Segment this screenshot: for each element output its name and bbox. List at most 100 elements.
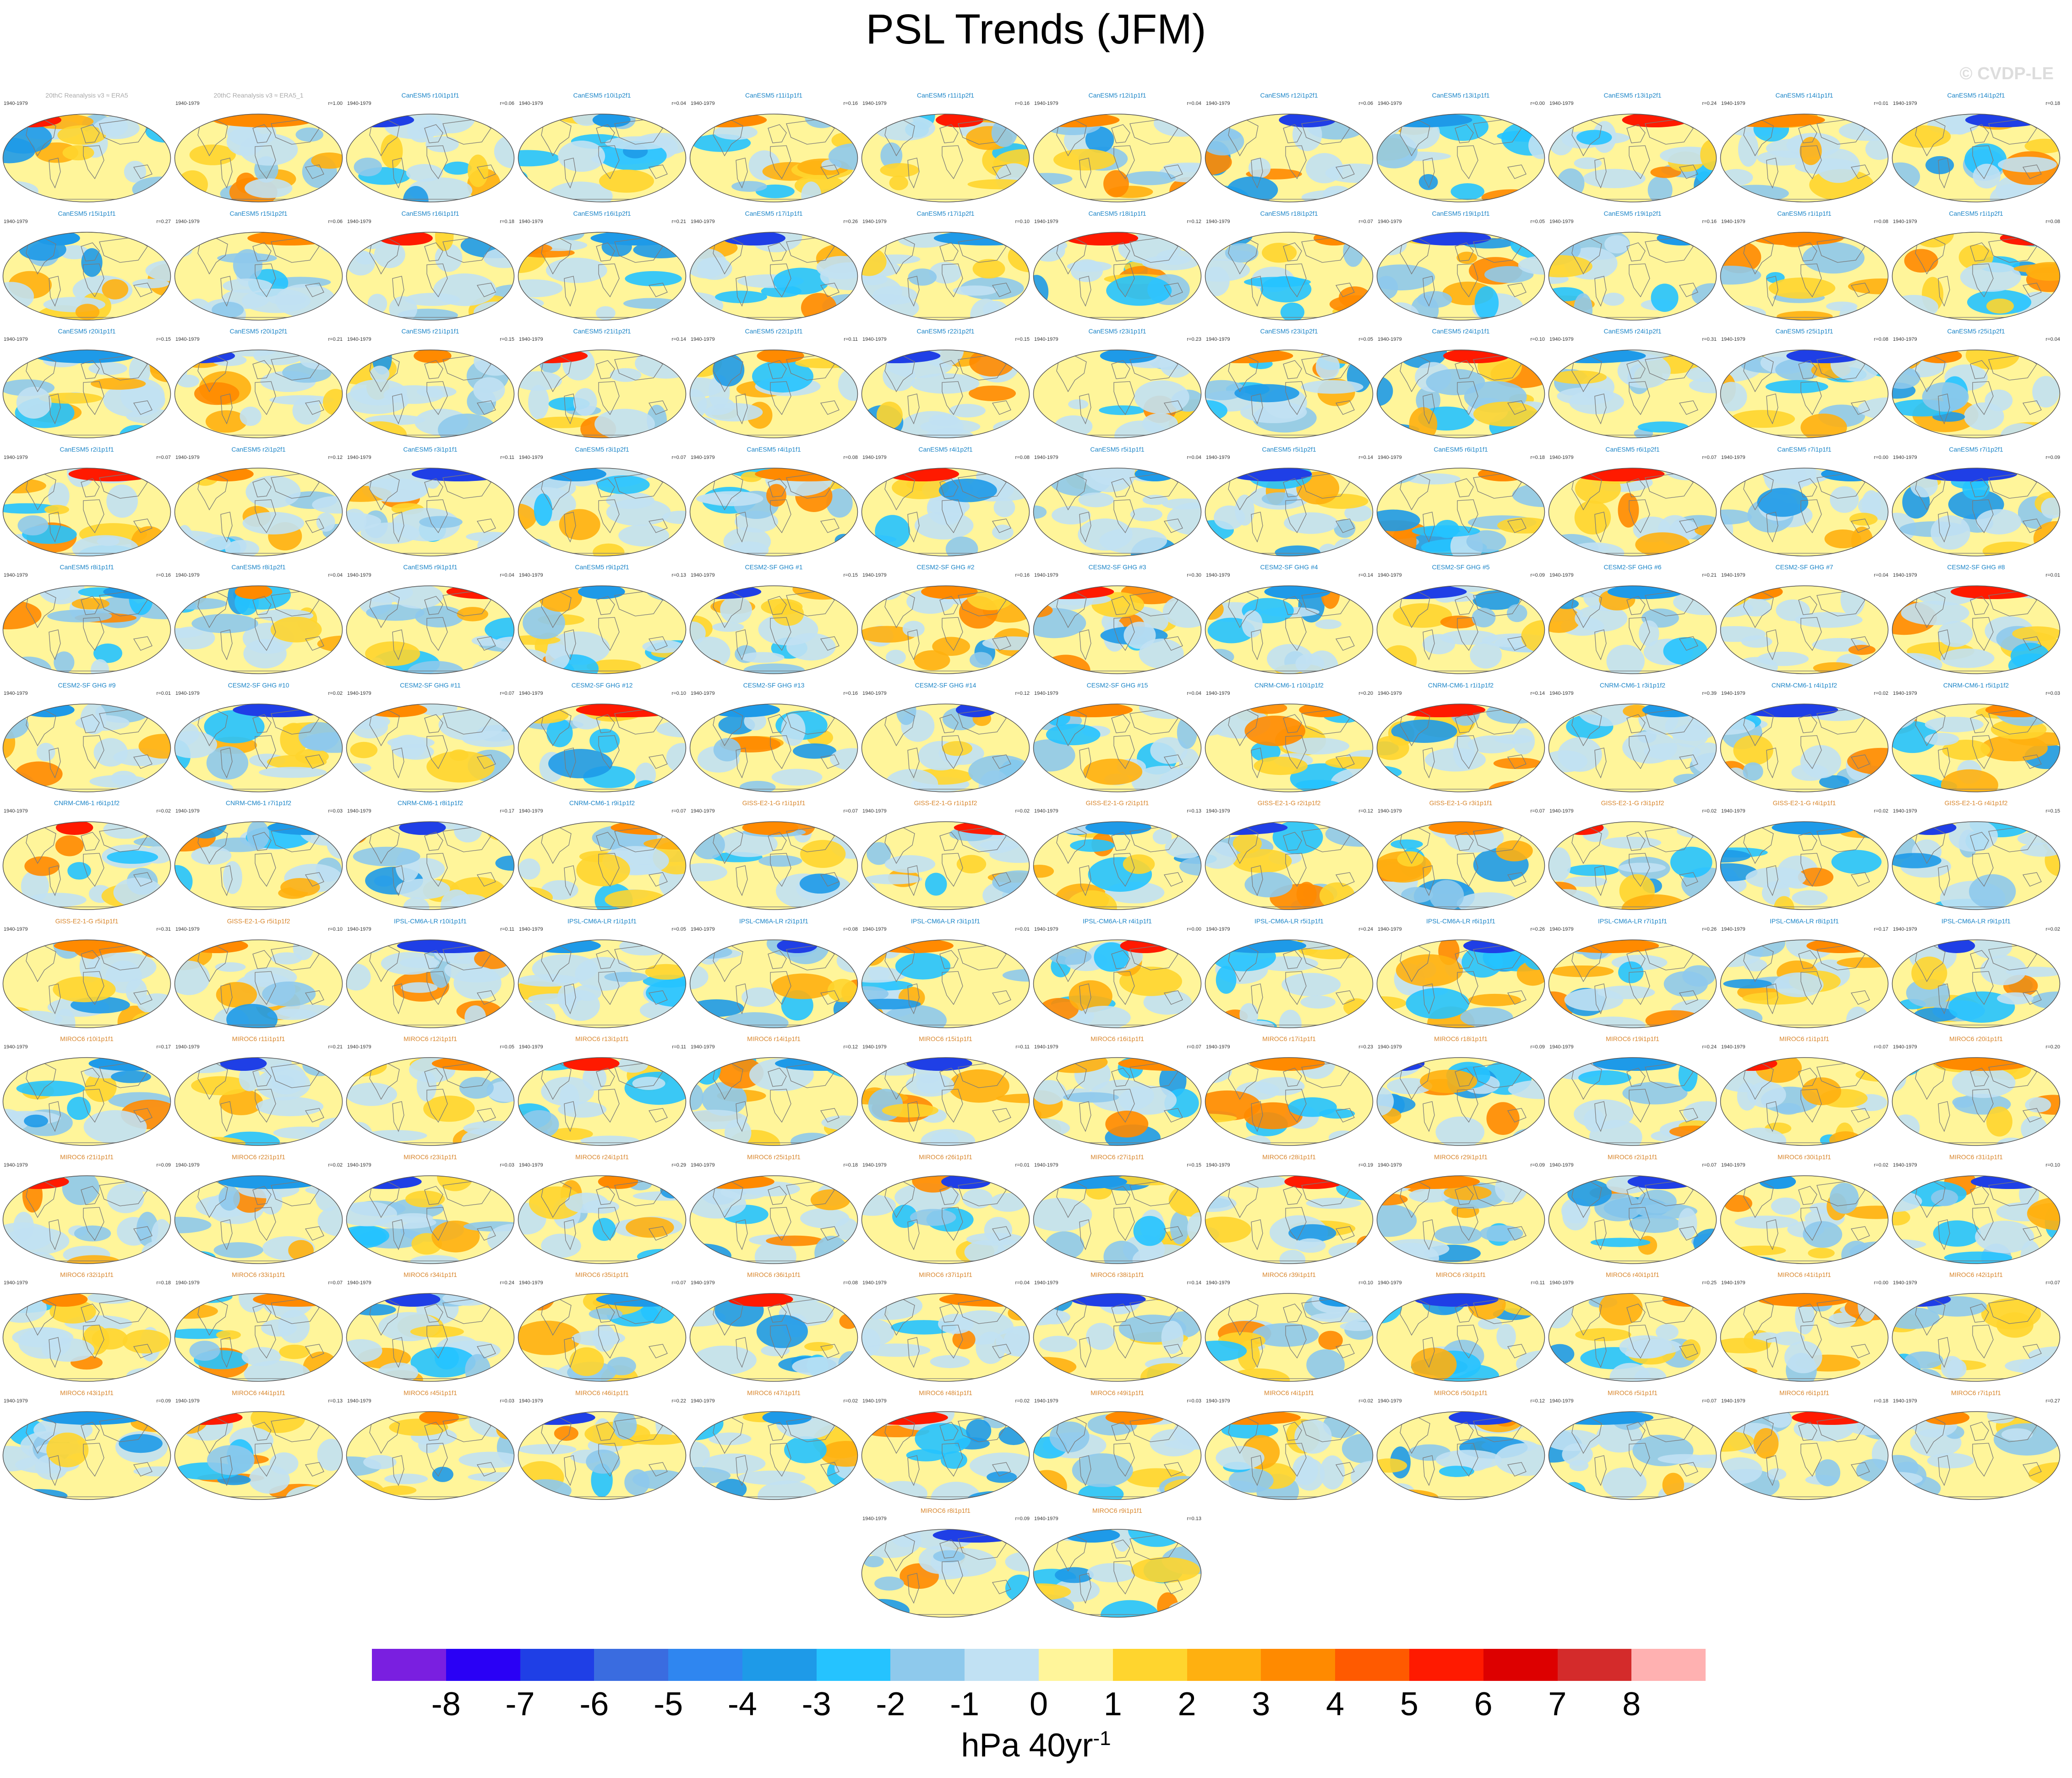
anomaly-contour	[251, 1411, 305, 1433]
anomaly-contour	[1033, 505, 1047, 519]
panel-pattern-correlation: r=0.39	[1702, 690, 1717, 696]
map-panel: CanESM5 r15i1p1f1 1940-1979 r=0.27	[1, 210, 173, 324]
panel-title: MIROC6 r38i1p1f1	[1091, 1271, 1144, 1278]
anomaly-contour	[896, 704, 916, 725]
polar-anomaly	[1739, 586, 1783, 599]
anomaly-contour	[589, 1308, 623, 1320]
panel-title: CanESM5 r9i1p1f1	[403, 563, 458, 571]
anomaly-contour	[269, 1452, 299, 1475]
polar-anomaly	[1724, 1058, 1778, 1071]
anomaly-contour	[1018, 1059, 1030, 1081]
continent-outline	[1457, 971, 1478, 1005]
panel-pattern-correlation: r=0.10	[1015, 218, 1030, 224]
panel-title: GISS-E2-1-G r1i1p1f1	[742, 799, 806, 807]
continent-outline	[255, 853, 276, 887]
panel-title: CanESM5 r13i1p1f1	[1432, 92, 1490, 99]
continent-outline	[1457, 853, 1478, 887]
panel-pattern-correlation: r=0.05	[500, 1044, 515, 1050]
anomaly-contour	[1310, 1312, 1372, 1323]
map-svg	[518, 1293, 687, 1382]
continent-outline	[133, 1226, 153, 1241]
anomaly-contour	[1734, 657, 1778, 674]
continent-outline	[197, 709, 228, 746]
continent-outline	[305, 164, 324, 179]
continent-outline	[1283, 242, 1302, 262]
anomaly-contour	[310, 548, 333, 556]
map-panel: CESM2-SF GHG #5 1940-1979 r=0.09	[1375, 563, 1547, 678]
map-panel: MIROC6 r28i1p1f1 1940-1979 r=0.19	[1203, 1153, 1375, 1268]
anomaly-contour	[183, 944, 203, 954]
panel-title: IPSL-CM6A-LR r7i1p1f1	[1598, 917, 1667, 925]
panel-title: MIROC6 r50i1p1f1	[1434, 1389, 1488, 1396]
continent-outline	[736, 1455, 748, 1486]
panel-title: CanESM5 r11i1p2f1	[916, 92, 975, 99]
map-svg	[1720, 1293, 1889, 1382]
panel-pattern-correlation: r=0.14	[1358, 573, 1374, 578]
anomaly-contour	[346, 780, 370, 792]
continent-outline	[1251, 983, 1263, 1014]
map-svg	[174, 1057, 343, 1146]
map-panel: IPSL-CM6A-LR r2i1p1f1 1940-1979 r=0.08	[688, 917, 860, 1032]
panel-period: 1940-1979	[1721, 454, 1745, 460]
anomaly-contour	[545, 644, 570, 670]
anomaly-contour	[743, 663, 805, 674]
continent-outline	[1079, 1573, 1091, 1604]
panel-title: CESM2-SF GHG #14	[915, 681, 976, 689]
map-panel: GISS-E2-1-G r3i1p1f1 1940-1979 r=0.07	[1375, 799, 1547, 914]
continent-outline	[648, 1108, 668, 1123]
map-panel: MIROC6 r32i1p1f1 1940-1979 r=0.18	[1, 1271, 173, 1385]
anomaly-contour	[838, 367, 858, 401]
polar-anomaly	[419, 1411, 459, 1425]
map-border	[689, 1293, 858, 1382]
continent-outline	[1743, 473, 1774, 510]
continent-outline	[1228, 473, 1259, 510]
continent-outline	[1283, 478, 1302, 497]
panel-period: 1940-1979	[1206, 218, 1230, 224]
continent-outline	[81, 949, 100, 969]
map-border	[1548, 1057, 1717, 1146]
anomaly-contour	[666, 742, 686, 773]
map-border	[1548, 467, 1717, 556]
map-svg	[861, 1529, 1030, 1618]
map-panel: CanESM5 r11i1p2f1 1940-1979 r=0.16	[860, 92, 1031, 206]
continent-outline	[369, 1299, 400, 1336]
panel-title: CanESM5 r1i1p2f1	[1949, 209, 2003, 217]
anomaly-contour	[1412, 525, 1480, 537]
polar-anomaly	[1985, 704, 2055, 717]
continent-outline	[939, 949, 959, 969]
colorbar-tick-label: -6	[579, 1686, 609, 1723]
map-border	[174, 703, 343, 792]
anomaly-contour	[1456, 892, 1520, 910]
map-panel: CanESM5 r2i1p2f1 1940-1979 r=0.12	[173, 446, 344, 560]
continent-outline	[1679, 164, 1698, 179]
panel-title: MIROC6 r2i1p1f1	[1608, 1153, 1658, 1161]
map-svg	[1892, 1411, 2061, 1500]
continent-outline	[884, 591, 915, 628]
map-svg	[518, 349, 687, 438]
continent-outline	[252, 1421, 272, 1441]
anomaly-contour	[754, 1240, 796, 1264]
continent-outline	[255, 1325, 276, 1359]
anomaly-contour	[47, 610, 112, 622]
anomaly-contour	[1435, 1116, 1485, 1145]
continent-outline	[884, 1417, 915, 1454]
polar-anomaly	[1377, 114, 1472, 127]
panel-title: MIROC6 r7i1p1f1	[1951, 1389, 2001, 1396]
continent-outline	[820, 1344, 840, 1358]
polar-anomaly	[1064, 1529, 1120, 1543]
map-border	[861, 114, 1030, 202]
continent-outline	[1455, 1068, 1474, 1087]
anomaly-contour	[862, 966, 907, 983]
map-svg	[1376, 1175, 1545, 1264]
map-svg	[2, 1057, 171, 1146]
panel-title: CanESM5 r6i1p1f1	[1434, 445, 1488, 453]
anomaly-contour	[1801, 1077, 1842, 1106]
continent-outline	[1335, 1344, 1355, 1358]
panel-title: MIROC6 r45i1p1f1	[403, 1389, 457, 1396]
anomaly-contour	[1819, 775, 1849, 789]
anomaly-contour	[547, 181, 613, 202]
panel-pattern-correlation: r=0.18	[2045, 101, 2061, 106]
continent-outline	[1507, 282, 1527, 297]
map-border	[1205, 349, 1374, 438]
anomaly-contour	[138, 733, 171, 758]
